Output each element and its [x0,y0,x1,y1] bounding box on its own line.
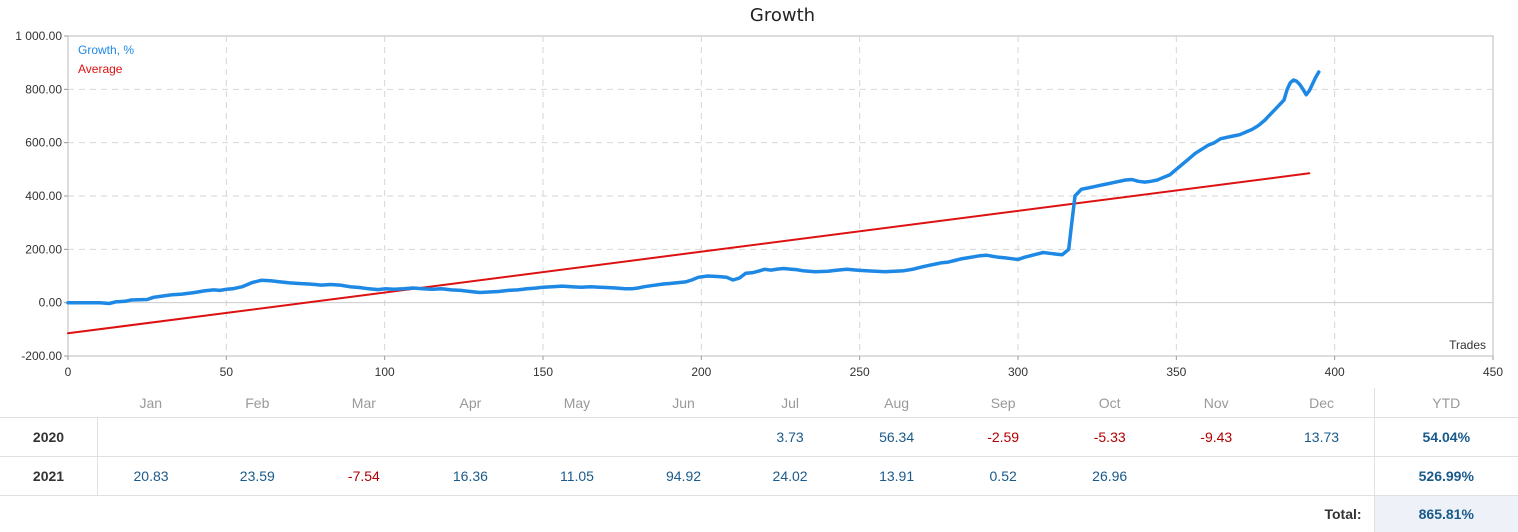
header-may: May [524,388,631,418]
month-value-cell: 3.73 [737,418,844,457]
x-tick-label: 50 [220,365,234,379]
y-tick-label: 400.00 [25,189,62,203]
month-value-cell [98,418,205,457]
header-nov: Nov [1163,388,1270,418]
legend-entry: Average [78,62,123,76]
month-value-cell [630,418,737,457]
month-value-cell: 16.36 [417,457,524,496]
ytd-cell: 54.04% [1374,418,1518,457]
legend-entry: Growth, % [78,43,134,57]
monthly-returns-table: Jan Feb Mar Apr May Jun Jul Aug Sep Oct … [0,388,1518,532]
month-value-cell: 56.34 [843,418,950,457]
month-value-cell [524,418,631,457]
x-tick-label: 200 [691,365,711,379]
ytd-cell: 526.99% [1374,457,1518,496]
y-tick-label: -200.00 [21,349,62,363]
month-value-cell [1163,457,1270,496]
x-axis-label: Trades [1449,338,1486,352]
header-apr: Apr [417,388,524,418]
month-value-cell [204,418,311,457]
header-jul: Jul [737,388,844,418]
month-value-cell: 23.59 [204,457,311,496]
month-value-cell: -2.59 [950,418,1057,457]
header-dec: Dec [1270,388,1375,418]
month-value-cell: -5.33 [1056,418,1163,457]
month-value-cell [1270,457,1375,496]
total-value: 865.81% [1374,496,1518,532]
header-mar: Mar [311,388,418,418]
month-value-cell: 94.92 [630,457,737,496]
month-value-cell: -7.54 [311,457,418,496]
header-sep: Sep [950,388,1057,418]
header-year [0,388,98,418]
x-tick-label: 150 [533,365,553,379]
y-tick-label: 0.00 [39,296,63,310]
header-ytd: YTD [1374,388,1518,418]
month-value-cell [417,418,524,457]
growth-chart: -200.00 0.00 200.00 400.00 600.00 800.00 1 000… [0,0,1518,384]
x-tick-label: 300 [1008,365,1028,379]
header-feb: Feb [204,388,311,418]
header-jun: Jun [630,388,737,418]
header-jan: Jan [98,388,205,418]
month-value-cell: 26.96 [1056,457,1163,496]
month-value-cell [311,418,418,457]
month-value-cell: 0.52 [950,457,1057,496]
header-oct: Oct [1056,388,1163,418]
month-value-cell: -9.43 [1163,418,1270,457]
chart-canvas: -200.00 0.00 200.00 400.00 600.00 800.00 1 000… [0,0,1518,384]
month-value-cell: 11.05 [524,457,631,496]
month-value-cell: 13.91 [843,457,950,496]
month-value-cell: 24.02 [737,457,844,496]
y-tick-label: 600.00 [25,136,62,150]
total-label: Total: [0,496,1374,532]
x-tick-label: 350 [1166,365,1186,379]
x-tick-label: 400 [1325,365,1345,379]
y-tick-label: 1 000.00 [15,29,62,43]
chart-title: Growth [750,5,815,26]
y-tick-label: 200.00 [25,242,62,256]
x-tick-label: 0 [65,365,72,379]
month-value-cell: 20.83 [98,457,205,496]
month-value-cell: 13.73 [1270,418,1375,457]
x-tick-label: 100 [375,365,395,379]
x-tick-label: 250 [850,365,870,379]
year-cell: 2021 [0,457,98,496]
y-tick-label: 800.00 [25,82,62,96]
header-aug: Aug [843,388,950,418]
x-tick-label: 450 [1483,365,1503,379]
table-header-row: Jan Feb Mar Apr May Jun Jul Aug Sep Oct … [0,388,1518,418]
monthly-returns-table-container: Jan Feb Mar Apr May Jun Jul Aug Sep Oct … [0,388,1518,531]
total-row: Total: 865.81% [0,496,1518,532]
year-cell: 2020 [0,418,98,457]
